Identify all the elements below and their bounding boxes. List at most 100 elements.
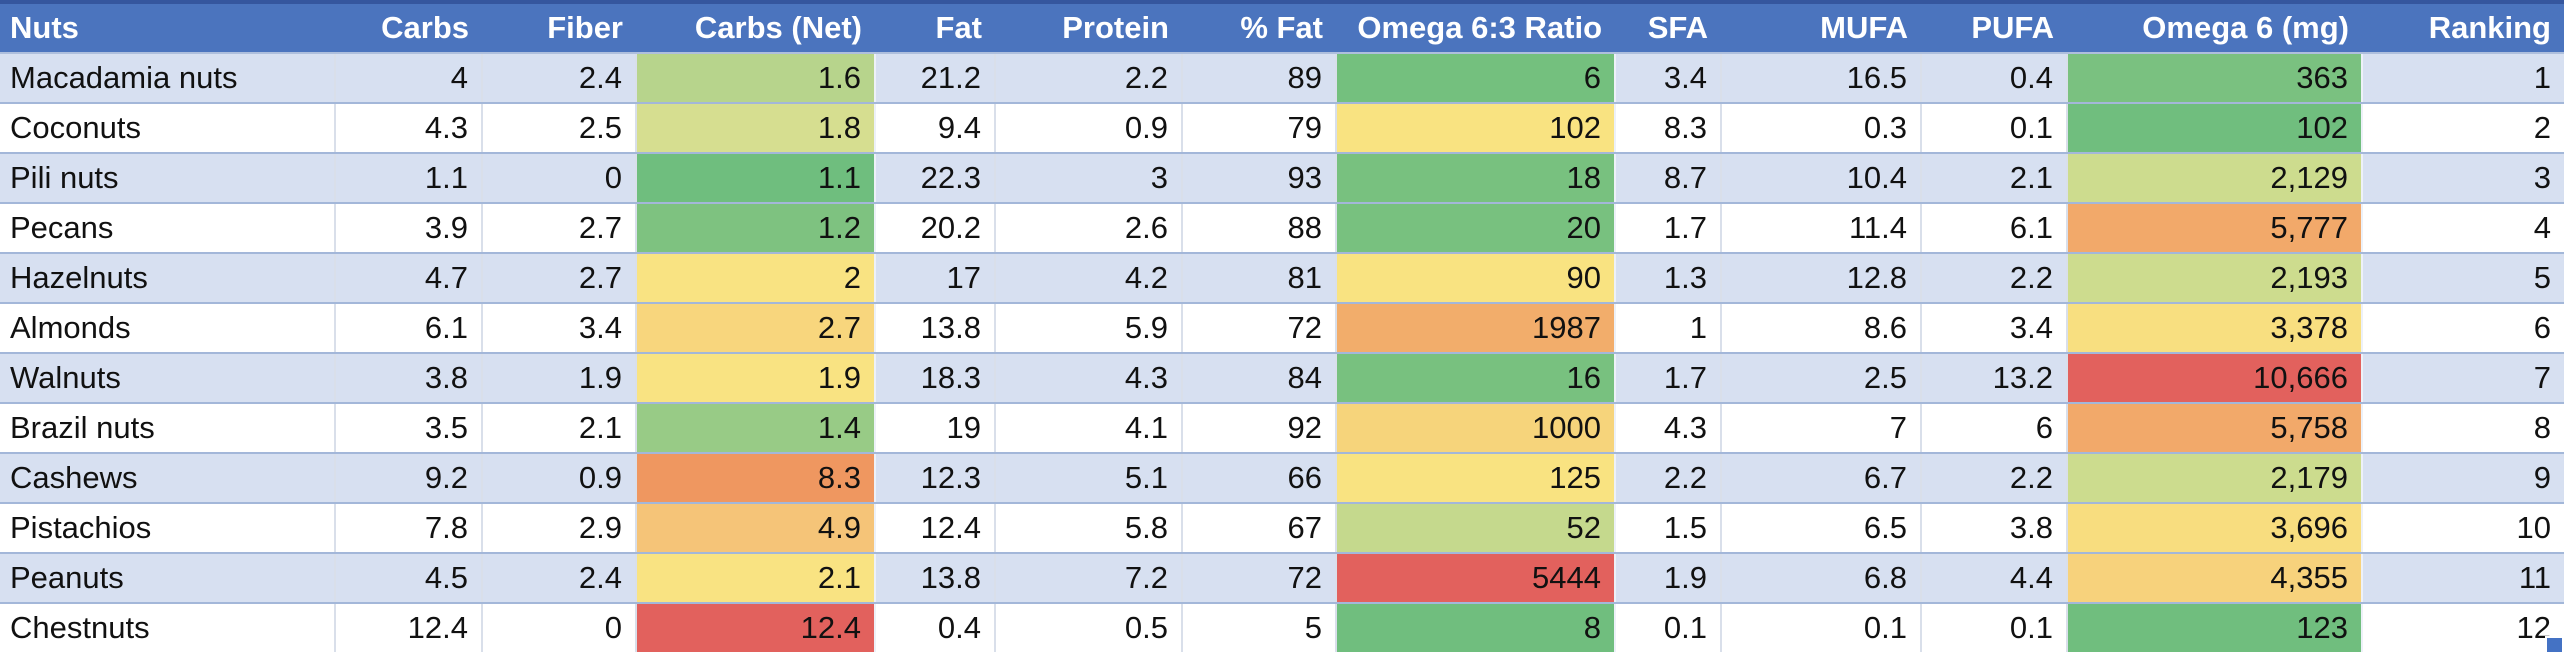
cell-ranking[interactable]: 6 xyxy=(2362,303,2564,354)
cell-sfa[interactable]: 8.3 xyxy=(1615,103,1722,154)
cell-omega_ratio[interactable]: 16 xyxy=(1336,353,1616,404)
cell-carbs[interactable]: 9.2 xyxy=(335,453,483,504)
cell-nuts[interactable]: Pili nuts xyxy=(0,153,336,204)
cell-nuts[interactable]: Walnuts xyxy=(0,353,336,404)
cell-fat[interactable]: 12.4 xyxy=(875,503,996,554)
cell-omega6_mg[interactable]: 363 xyxy=(2067,53,2363,104)
cell-omega_ratio[interactable]: 20 xyxy=(1336,203,1616,254)
column-header-ranking[interactable]: Ranking xyxy=(2362,0,2564,54)
cell-pufa[interactable]: 3.4 xyxy=(1921,303,2068,354)
cell-fiber[interactable]: 3.4 xyxy=(482,303,637,354)
cell-mufa[interactable]: 6.7 xyxy=(1721,453,1922,504)
cell-carbs_net[interactable]: 1.2 xyxy=(636,203,876,254)
cell-sfa[interactable]: 1.7 xyxy=(1615,353,1722,404)
cell-sfa[interactable]: 8.7 xyxy=(1615,153,1722,204)
cell-carbs_net[interactable]: 12.4 xyxy=(636,603,876,652)
column-header-sfa[interactable]: SFA xyxy=(1615,0,1721,54)
cell-omega6_mg[interactable]: 4,355 xyxy=(2067,553,2363,604)
column-header-omega6_mg[interactable]: Omega 6 (mg) xyxy=(2067,0,2362,54)
cell-pufa[interactable]: 0.4 xyxy=(1921,53,2068,104)
cell-carbs_net[interactable]: 1.9 xyxy=(636,353,876,404)
cell-fiber[interactable]: 2.4 xyxy=(482,53,637,104)
cell-fat[interactable]: 21.2 xyxy=(875,53,996,104)
cell-pct_fat[interactable]: 92 xyxy=(1182,403,1337,454)
cell-nuts[interactable]: Hazelnuts xyxy=(0,253,336,304)
cell-fiber[interactable]: 0.9 xyxy=(482,453,637,504)
cell-carbs[interactable]: 4.3 xyxy=(335,103,483,154)
cell-carbs[interactable]: 4 xyxy=(335,53,483,104)
cell-omega6_mg[interactable]: 5,777 xyxy=(2067,203,2363,254)
column-header-omega_ratio[interactable]: Omega 6:3 Ratio xyxy=(1336,0,1615,54)
cell-omega6_mg[interactable]: 5,758 xyxy=(2067,403,2363,454)
cell-mufa[interactable]: 12.8 xyxy=(1721,253,1922,304)
cell-pct_fat[interactable]: 66 xyxy=(1182,453,1337,504)
cell-sfa[interactable]: 0.1 xyxy=(1615,603,1722,652)
cell-pct_fat[interactable]: 79 xyxy=(1182,103,1337,154)
cell-nuts[interactable]: Brazil nuts xyxy=(0,403,336,454)
cell-carbs[interactable]: 3.9 xyxy=(335,203,483,254)
cell-mufa[interactable]: 0.3 xyxy=(1721,103,1922,154)
cell-fiber[interactable]: 0 xyxy=(482,603,637,652)
cell-pufa[interactable]: 6.1 xyxy=(1921,203,2068,254)
cell-nuts[interactable]: Pistachios xyxy=(0,503,336,554)
cell-protein[interactable]: 2.6 xyxy=(995,203,1183,254)
cell-omega_ratio[interactable]: 8 xyxy=(1336,603,1616,652)
cell-protein[interactable]: 2.2 xyxy=(995,53,1183,104)
cell-fiber[interactable]: 2.7 xyxy=(482,253,637,304)
cell-pct_fat[interactable]: 81 xyxy=(1182,253,1337,304)
cell-ranking[interactable]: 12 xyxy=(2362,603,2564,652)
cell-protein[interactable]: 3 xyxy=(995,153,1183,204)
cell-ranking[interactable]: 1 xyxy=(2362,53,2564,104)
cell-fiber[interactable]: 2.9 xyxy=(482,503,637,554)
column-header-fiber[interactable]: Fiber xyxy=(482,0,636,54)
cell-nuts[interactable]: Macadamia nuts xyxy=(0,53,336,104)
cell-carbs[interactable]: 6.1 xyxy=(335,303,483,354)
cell-protein[interactable]: 4.1 xyxy=(995,403,1183,454)
cell-omega6_mg[interactable]: 3,696 xyxy=(2067,503,2363,554)
cell-protein[interactable]: 7.2 xyxy=(995,553,1183,604)
cell-pufa[interactable]: 0.1 xyxy=(1921,103,2068,154)
cell-mufa[interactable]: 2.5 xyxy=(1721,353,1922,404)
cell-omega6_mg[interactable]: 2,193 xyxy=(2067,253,2363,304)
cell-ranking[interactable]: 4 xyxy=(2362,203,2564,254)
cell-carbs_net[interactable]: 2 xyxy=(636,253,876,304)
cell-nuts[interactable]: Cashews xyxy=(0,453,336,504)
cell-fat[interactable]: 17 xyxy=(875,253,996,304)
cell-mufa[interactable]: 10.4 xyxy=(1721,153,1922,204)
cell-carbs_net[interactable]: 4.9 xyxy=(636,503,876,554)
cell-carbs_net[interactable]: 8.3 xyxy=(636,453,876,504)
cell-omega_ratio[interactable]: 1987 xyxy=(1336,303,1616,354)
cell-carbs_net[interactable]: 1.8 xyxy=(636,103,876,154)
cell-carbs[interactable]: 12.4 xyxy=(335,603,483,652)
cell-nuts[interactable]: Chestnuts xyxy=(0,603,336,652)
cell-fat[interactable]: 9.4 xyxy=(875,103,996,154)
cell-mufa[interactable]: 0.1 xyxy=(1721,603,1922,652)
cell-sfa[interactable]: 1.7 xyxy=(1615,203,1722,254)
column-header-fat[interactable]: Fat xyxy=(875,0,995,54)
cell-pct_fat[interactable]: 89 xyxy=(1182,53,1337,104)
cell-fiber[interactable]: 0 xyxy=(482,153,637,204)
cell-fat[interactable]: 20.2 xyxy=(875,203,996,254)
cell-fat[interactable]: 0.4 xyxy=(875,603,996,652)
selection-fill-handle[interactable] xyxy=(2545,636,2562,652)
cell-omega6_mg[interactable]: 3,378 xyxy=(2067,303,2363,354)
cell-fiber[interactable]: 2.4 xyxy=(482,553,637,604)
cell-mufa[interactable]: 6.8 xyxy=(1721,553,1922,604)
cell-sfa[interactable]: 1 xyxy=(1615,303,1722,354)
column-header-carbs_net[interactable]: Carbs (Net) xyxy=(636,0,875,54)
cell-ranking[interactable]: 2 xyxy=(2362,103,2564,154)
cell-pufa[interactable]: 6 xyxy=(1921,403,2068,454)
cell-omega_ratio[interactable]: 90 xyxy=(1336,253,1616,304)
cell-sfa[interactable]: 1.5 xyxy=(1615,503,1722,554)
cell-omega6_mg[interactable]: 2,179 xyxy=(2067,453,2363,504)
cell-ranking[interactable]: 11 xyxy=(2362,553,2564,604)
cell-fat[interactable]: 19 xyxy=(875,403,996,454)
cell-carbs[interactable]: 7.8 xyxy=(335,503,483,554)
column-header-pct_fat[interactable]: % Fat xyxy=(1182,0,1336,54)
cell-pufa[interactable]: 2.2 xyxy=(1921,253,2068,304)
cell-fiber[interactable]: 2.5 xyxy=(482,103,637,154)
cell-protein[interactable]: 5.9 xyxy=(995,303,1183,354)
cell-protein[interactable]: 4.2 xyxy=(995,253,1183,304)
cell-omega_ratio[interactable]: 18 xyxy=(1336,153,1616,204)
cell-omega6_mg[interactable]: 123 xyxy=(2067,603,2363,652)
